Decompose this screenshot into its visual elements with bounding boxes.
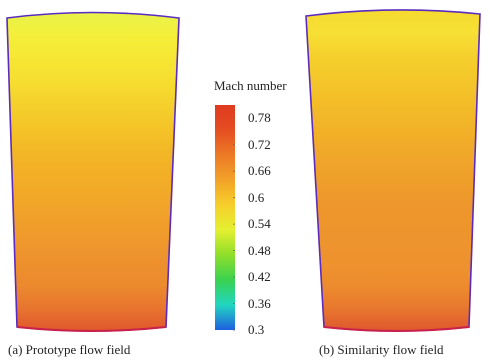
colorbar-tick-label: 0.54 bbox=[248, 216, 271, 232]
colorbar-tick-label: 0.36 bbox=[248, 295, 271, 311]
colorbar-title: Mach number bbox=[214, 78, 287, 93]
colorbar-tick-label: 0.48 bbox=[248, 242, 271, 258]
colorbar-ticks bbox=[233, 117, 235, 331]
colorbar-tick-label: 0.42 bbox=[248, 269, 271, 285]
colorbar-tick-label: 0.6 bbox=[248, 189, 265, 205]
caption-similarity: (b) Similarity flow field bbox=[319, 342, 444, 357]
prototype-flow-field bbox=[6, 11, 180, 332]
colorbar-tick-label: 0.66 bbox=[248, 163, 271, 179]
similarity-flow-field bbox=[305, 9, 481, 332]
prototype-bottom-edge bbox=[16, 326, 167, 332]
similarity-bottom-edge bbox=[323, 326, 470, 332]
colorbar-tick-label: 0.78 bbox=[248, 110, 271, 126]
caption-prototype: (a) Prototype flow field bbox=[8, 342, 131, 357]
colorbar-tick-label: 0.3 bbox=[248, 322, 265, 337]
mach-colorbar bbox=[215, 105, 235, 330]
colorbar-tick-label: 0.72 bbox=[248, 136, 271, 152]
